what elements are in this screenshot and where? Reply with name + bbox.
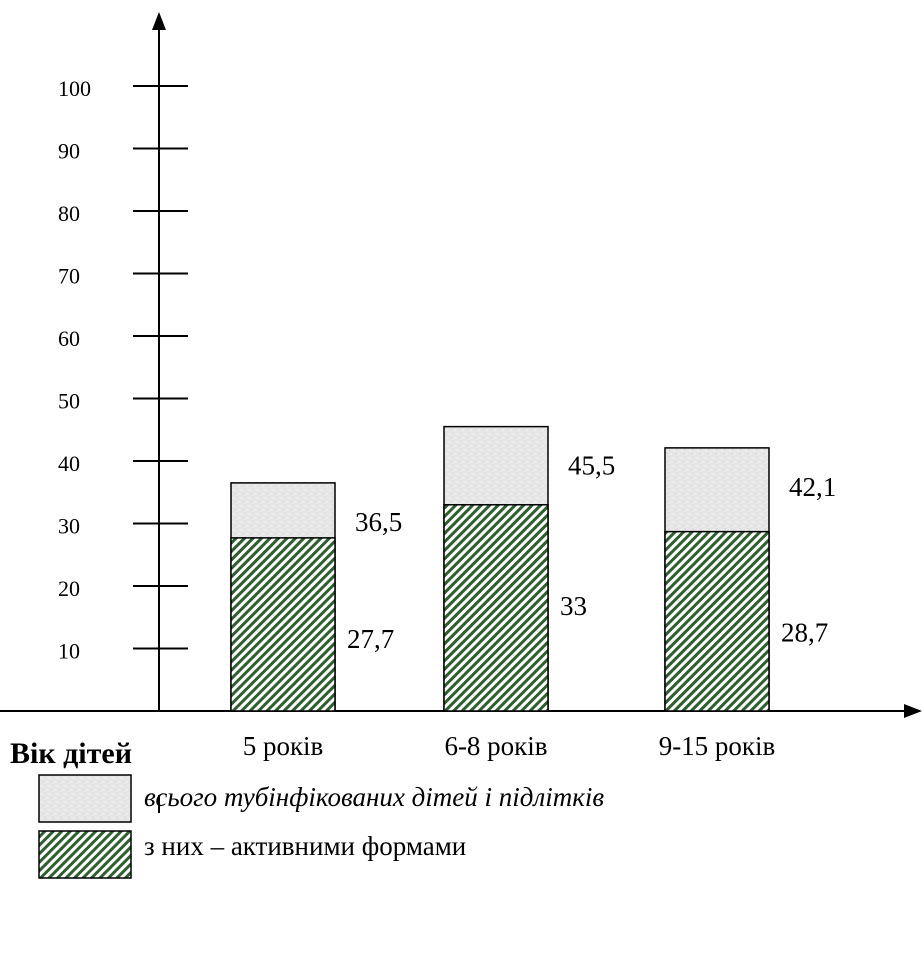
y-tick-label: 50: [58, 389, 80, 414]
y-axis-arrow: [152, 12, 166, 30]
bar-active: [443, 504, 549, 712]
value-label-active: 33: [560, 591, 587, 621]
x-tick-label: 5 років: [243, 731, 324, 761]
legend: всього тубінфікованих дітей і підлітків …: [38, 774, 604, 879]
legend-swatch-total: [38, 774, 132, 823]
y-tick-label: 80: [58, 201, 80, 226]
legend-swatch-active: [38, 830, 132, 879]
y-tick-label: 30: [58, 514, 80, 539]
y-tick-label: 20: [58, 576, 80, 601]
bar-active: [230, 537, 336, 712]
legend-label-active: з них – активними формами: [144, 831, 466, 861]
legend-label-total: всього тубінфікованих дітей і підлітків: [144, 782, 604, 812]
value-label-total: 45,5: [568, 451, 615, 481]
x-axis-title: Вік дітей: [10, 737, 132, 770]
y-tick-label: 40: [58, 451, 80, 476]
x-tick-label: 6-8 років: [444, 731, 547, 761]
value-label-total: 36,5: [355, 507, 402, 537]
value-label-total: 42,1: [789, 472, 836, 502]
value-label-active: 27,7: [347, 624, 394, 654]
y-tick-label: 10: [58, 639, 80, 664]
x-axis-arrow: [904, 704, 922, 718]
bar-active: [664, 530, 770, 712]
x-axis-tick-labels: 5 років 6-8 років 9-15 років: [243, 731, 776, 761]
value-label-active: 28,7: [781, 618, 828, 648]
y-tick-label: 70: [58, 264, 80, 289]
y-tick-label: 60: [58, 326, 80, 351]
y-tick-label: 90: [58, 139, 80, 164]
y-axis-ticks: 10 20 30 40 50 60 70 80 90 100: [58, 76, 188, 664]
x-tick-label: 9-15 років: [659, 731, 776, 761]
y-tick-label: 100: [58, 76, 91, 101]
bars: 36,5 27,7 45,5 33 42,1 28,7: [230, 425, 836, 712]
